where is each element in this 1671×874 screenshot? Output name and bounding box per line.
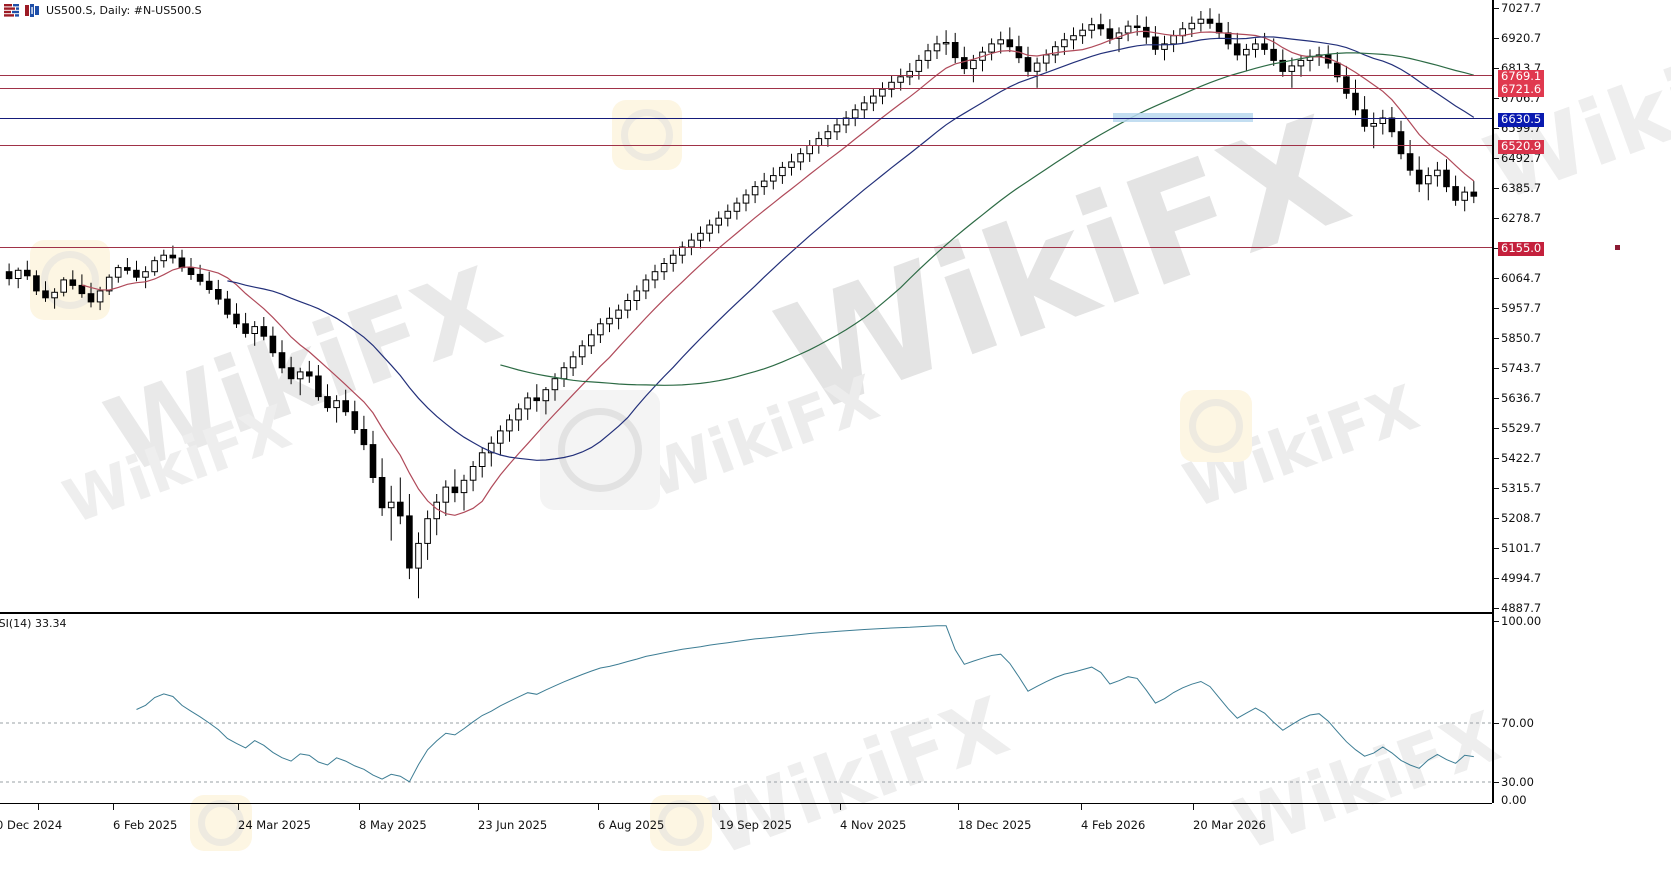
rsi-plot [0,625,1492,783]
rsi-legend-label: RSI(14) 33.34 [0,617,67,630]
bars-icon[interactable] [4,3,19,17]
price-tick: 6706.7 [1494,92,1541,104]
price-scale[interactable]: 7027.7 6920.7 6813.7 6706.7 6599.7 6492.7 6385… [1494,0,1671,846]
date-tick [478,804,479,810]
date-tick [958,804,959,810]
price-tick: 6492.7 [1494,152,1541,164]
rsi-tick: 70.00 [1494,717,1534,729]
price-tick: 6920.7 [1494,32,1541,44]
date-label: 6 Aug 2025 [598,818,665,832]
level-6155-marker[interactable] [1615,245,1620,250]
price-tick: 6278.7 [1494,212,1541,224]
price-tick: 5957.7 [1494,302,1541,314]
bottom-axis-line [0,803,1492,804]
price-tick: 6385.7 [1494,182,1541,194]
vertical-axis-line [1492,0,1494,803]
price-tick: 5850.7 [1494,332,1541,344]
price-tick: 4994.7 [1494,572,1541,584]
price-plot [5,8,1478,599]
level-6630-line[interactable] [0,118,1492,119]
price-tick: 6599.7 [1494,122,1541,134]
ma-slow-line [500,52,1474,386]
price-tick: 5315.7 [1494,482,1541,494]
symbol-timeframe-label: US500.S, Daily: #N-US500.S [46,3,202,17]
price-tick: 5636.7 [1494,392,1541,404]
date-label: 4 Feb 2026 [1081,818,1146,832]
price-tick: 5208.7 [1494,512,1541,524]
date-label: 24 Mar 2025 [238,818,311,832]
date-tick [840,804,841,810]
level-6155-line[interactable] [0,247,1492,248]
date-tick [359,804,360,810]
date-label: 4 Nov 2025 [840,818,907,832]
date-tick [38,804,39,810]
price-tick: 5422.7 [1494,452,1541,464]
level-6721-label[interactable]: 6721.6 [1498,83,1545,97]
pane-separator [0,612,1492,614]
date-tick [113,804,114,810]
price-chart-pane[interactable] [0,0,1492,612]
date-label: 8 May 2025 [359,818,427,832]
date-axis[interactable]: 0 Dec 2024 6 Feb 2025 24 Mar 2025 8 May 202… [0,804,1492,846]
date-label: 6 Feb 2025 [113,818,178,832]
rsi-tick: 0.00 [1501,793,1527,807]
rsi-tick: 100.00 [1494,615,1541,627]
price-tick: 5529.7 [1494,422,1541,434]
price-tick: 7027.7 [1494,2,1541,14]
rsi-tick: 30.00 [1494,776,1534,788]
price-tick: 5743.7 [1494,362,1541,374]
candlestick-series [5,8,1478,599]
price-tick: 5101.7 [1494,542,1541,554]
date-label: 19 Sep 2025 [719,818,792,832]
level-6520-line[interactable] [0,145,1492,146]
level-6630-label[interactable]: 6630.5 [1498,113,1545,127]
date-tick [719,804,720,810]
date-label: 18 Dec 2025 [958,818,1032,832]
level-6155-label[interactable]: 6155.0 [1498,242,1545,256]
level-6721-line[interactable] [0,88,1492,89]
date-label: 20 Mar 2026 [1193,818,1266,832]
rsi-chart-pane[interactable] [0,616,1492,803]
level-6769-label[interactable]: 6769.1 [1498,70,1545,84]
date-tick [1193,804,1194,810]
price-tick: 6813.7 [1494,62,1541,74]
rsi-line [136,625,1474,783]
ma-fast-line [81,30,1475,516]
date-label: 0 Dec 2024 [0,818,63,832]
candlestick-icon[interactable] [25,3,40,17]
date-tick [598,804,599,810]
chart-header: US500.S, Daily: #N-US500.S [0,0,202,20]
level-6769-line[interactable] [0,75,1492,76]
date-tick [238,804,239,810]
level-6520-label[interactable]: 6520.9 [1498,140,1545,154]
date-tick [1081,804,1082,810]
date-label: 23 Jun 2025 [478,818,548,832]
highlight-band [1113,113,1253,122]
ma-mid-line [227,36,1475,461]
price-tick: 6064.7 [1494,272,1541,284]
price-tick: 4887.7 [1494,602,1541,614]
